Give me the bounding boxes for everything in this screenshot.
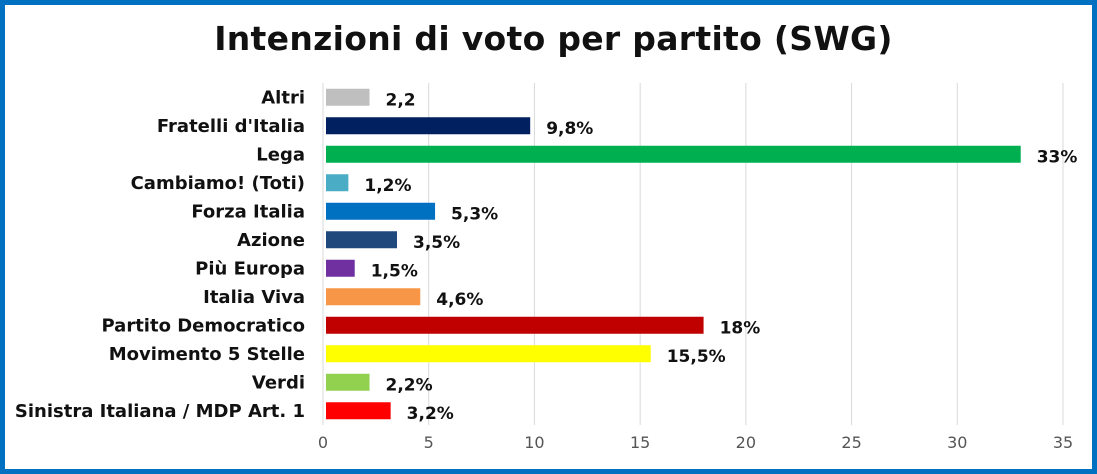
bar <box>326 117 531 135</box>
bar <box>326 88 370 106</box>
bar <box>326 259 355 277</box>
data-label: 4,6% <box>436 290 483 310</box>
category-label: Cambiamo! (Toti) <box>131 173 305 194</box>
x-tick-label: 30 <box>947 433 967 452</box>
x-tick-label: 20 <box>736 433 756 452</box>
data-label: 5,3% <box>451 204 498 224</box>
category-label: Più Europa <box>195 258 305 279</box>
bar <box>326 202 436 220</box>
data-label: 1,5% <box>371 261 418 281</box>
category-label: Italia Viva <box>203 287 305 308</box>
category-label: Azione <box>237 230 305 251</box>
category-label: Fratelli d'Italia <box>157 116 305 137</box>
data-label: 2,2 <box>386 90 416 110</box>
data-label: 3,5% <box>413 233 460 253</box>
bar <box>326 231 397 249</box>
category-label: Partito Democratico <box>101 315 305 336</box>
data-label: 3,2% <box>407 404 454 424</box>
bar <box>326 345 651 363</box>
category-label: Lega <box>256 144 305 165</box>
category-label: Movimento 5 Stelle <box>109 344 305 365</box>
category-label: Sinistra Italiana / MDP Art. 1 <box>15 401 305 422</box>
data-label: 18% <box>720 318 761 338</box>
bar <box>326 402 391 420</box>
category-label: Forza Italia <box>191 201 305 222</box>
bar <box>326 373 370 391</box>
data-label: 15,5% <box>667 347 726 367</box>
data-label: 1,2% <box>364 176 411 196</box>
data-label: 2,2% <box>386 375 433 395</box>
bar <box>326 316 704 334</box>
bar <box>326 174 349 192</box>
category-label: Altri <box>261 87 305 108</box>
x-tick-label: 35 <box>1053 433 1073 452</box>
category-label: Verdi <box>252 372 305 393</box>
x-tick-label: 0 <box>318 433 328 452</box>
x-tick-label: 10 <box>524 433 544 452</box>
bar <box>326 145 1021 163</box>
bar <box>326 288 421 306</box>
data-label: 33% <box>1037 147 1078 167</box>
chart-title: Intenzioni di voto per partito (SWG) <box>214 19 893 58</box>
data-label: 9,8% <box>546 119 593 139</box>
x-tick-label: 25 <box>841 433 861 452</box>
x-tick-label: 5 <box>424 433 434 452</box>
x-tick-label: 15 <box>630 433 650 452</box>
